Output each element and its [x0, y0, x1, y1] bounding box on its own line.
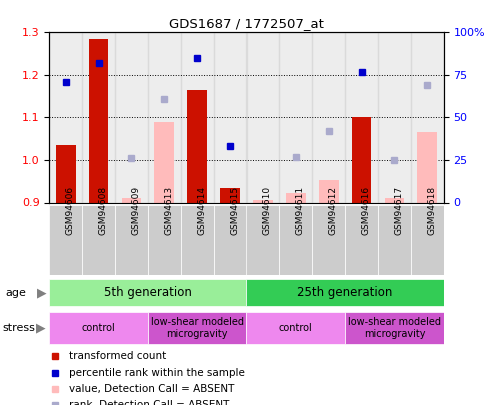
Text: GSM94613: GSM94613 [164, 185, 174, 235]
Text: percentile rank within the sample: percentile rank within the sample [69, 368, 245, 377]
Text: GSM94617: GSM94617 [394, 185, 403, 235]
Bar [246, 32, 280, 202]
Bar [148, 312, 246, 344]
Text: low-shear modeled
microgravity: low-shear modeled microgravity [151, 317, 244, 339]
Bar [187, 90, 207, 202]
Bar [418, 132, 437, 202]
Text: ▶: ▶ [35, 322, 45, 335]
Bar [49, 279, 247, 306]
Bar [154, 122, 174, 202]
Bar [82, 205, 115, 275]
Bar [345, 205, 378, 275]
Text: 25th generation: 25th generation [297, 286, 393, 299]
Bar [115, 32, 148, 202]
Bar [352, 117, 371, 202]
Bar [378, 32, 411, 202]
Bar [319, 180, 339, 202]
Text: GSM94618: GSM94618 [427, 185, 436, 235]
Text: control: control [279, 323, 313, 333]
Bar [246, 279, 444, 306]
Bar [49, 205, 82, 275]
Bar [115, 205, 148, 275]
Text: GSM94611: GSM94611 [296, 185, 305, 235]
Text: stress: stress [2, 323, 35, 333]
Text: GSM94606: GSM94606 [66, 185, 75, 235]
Bar [312, 32, 345, 202]
Bar [181, 205, 213, 275]
Text: GSM94615: GSM94615 [230, 185, 239, 235]
Text: GSM94616: GSM94616 [361, 185, 371, 235]
Bar [411, 205, 444, 275]
Bar [181, 32, 213, 202]
Text: rank, Detection Call = ABSENT: rank, Detection Call = ABSENT [69, 400, 229, 405]
Text: GSM94609: GSM94609 [132, 185, 141, 235]
Bar [286, 193, 306, 202]
Text: GSM94612: GSM94612 [329, 186, 338, 234]
Bar [213, 205, 246, 275]
Bar [89, 39, 108, 202]
Text: transformed count: transformed count [69, 352, 166, 361]
Bar [312, 205, 345, 275]
Bar [49, 312, 148, 344]
Bar [148, 205, 181, 275]
Text: age: age [5, 288, 26, 298]
Text: GSM94608: GSM94608 [99, 185, 107, 235]
Bar [56, 145, 75, 202]
Bar [385, 198, 404, 202]
Bar [220, 188, 240, 202]
Bar [411, 32, 444, 202]
Text: control: control [82, 323, 115, 333]
Bar [378, 205, 411, 275]
Text: ▶: ▶ [37, 286, 47, 299]
Bar [246, 205, 280, 275]
Text: GSM94614: GSM94614 [197, 186, 206, 234]
Bar [280, 32, 312, 202]
Title: GDS1687 / 1772507_at: GDS1687 / 1772507_at [169, 17, 324, 30]
Bar [49, 32, 82, 202]
Bar [82, 32, 115, 202]
Bar [345, 32, 378, 202]
Text: 5th generation: 5th generation [104, 286, 192, 299]
Bar [122, 198, 141, 202]
Text: value, Detection Call = ABSENT: value, Detection Call = ABSENT [69, 384, 234, 394]
Bar [246, 312, 345, 344]
Bar [345, 312, 444, 344]
Bar [148, 32, 181, 202]
Bar [213, 32, 246, 202]
Bar [280, 205, 312, 275]
Text: GSM94610: GSM94610 [263, 185, 272, 235]
Bar [253, 200, 273, 202]
Text: low-shear modeled
microgravity: low-shear modeled microgravity [348, 317, 441, 339]
